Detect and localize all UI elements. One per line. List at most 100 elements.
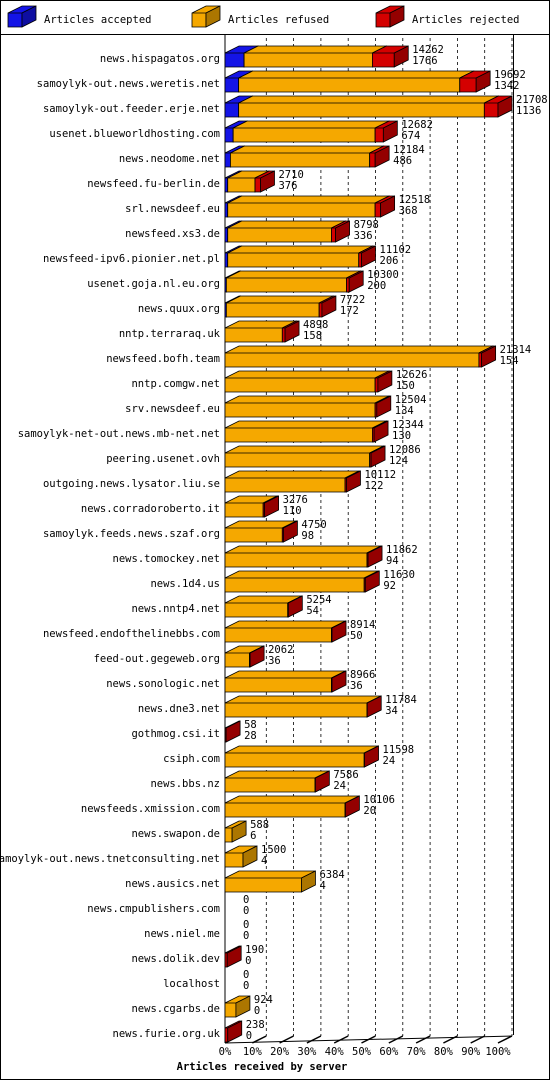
row-number: 34 [385, 705, 398, 717]
y-tick-label: srv.newsdeef.eu [125, 403, 220, 415]
x-tick [443, 1035, 458, 1044]
bar-segment-side [364, 745, 379, 768]
row-number: 20 [363, 805, 376, 817]
x-tick-label: 70% [407, 1046, 427, 1058]
row-number: 8798 [354, 219, 379, 231]
x-axis-title: Articles received by server [177, 1061, 348, 1073]
x-tick-label: 50% [352, 1046, 372, 1058]
row-number: 6 [250, 830, 256, 842]
bar-segment-side [260, 170, 275, 193]
row-number: 11862 [386, 544, 418, 556]
y-tick-label: csiph.com [163, 753, 220, 765]
bar-segment [224, 570, 379, 593]
row-number: 10106 [363, 794, 395, 806]
bar-segment-side [242, 845, 258, 868]
bar-segment [224, 370, 390, 393]
bar-segment [224, 745, 379, 768]
bar-segment [224, 695, 382, 718]
row-number: 6384 [319, 869, 344, 881]
row-number: 190 [245, 944, 264, 956]
x-tick [497, 1035, 513, 1044]
row-number: 12344 [392, 419, 424, 431]
bar-segment-side [377, 370, 393, 393]
row-number: 0 [246, 1030, 252, 1042]
y-tick-label: news.hispagatos.org [100, 53, 220, 65]
bar-segment [227, 195, 390, 218]
row-number: 11102 [380, 244, 412, 256]
row-number: 122 [364, 480, 383, 492]
bar-segment [224, 395, 390, 418]
bar-segment-side [497, 95, 513, 118]
x-tick-label: 80% [434, 1046, 454, 1058]
row-number: 54 [306, 605, 319, 617]
row-number: 36 [350, 680, 363, 692]
bar-segment [224, 670, 346, 693]
row-number: 486 [393, 155, 412, 167]
bar-segment-side [373, 420, 389, 443]
row-number: 674 [401, 130, 420, 142]
row-number: 0 [243, 919, 249, 931]
row-number: 36 [268, 655, 281, 667]
y-tick-label: newsfeed.xs3.de [125, 228, 220, 240]
x-tick-label: 90% [461, 1046, 481, 1058]
y-tick-label: news.neodome.net [119, 153, 220, 165]
row-number: 12504 [395, 394, 427, 406]
row-number: 1500 [261, 844, 286, 856]
row-number: 5254 [306, 594, 331, 606]
row-number: 924 [254, 994, 273, 1006]
row-number: 12184 [393, 144, 425, 156]
bar-segment [224, 470, 360, 493]
y-tick-label: usenet.blueworldhosting.com [49, 128, 220, 140]
row-number: 11784 [385, 694, 417, 706]
y-tick-label: news.swapon.de [131, 828, 220, 840]
y-tick-label: usenet.goja.nl.eu.org [87, 278, 220, 290]
bar-segment-side [366, 695, 382, 718]
bar-segment-side [226, 945, 242, 968]
y-tick-label: news.1d4.us [150, 578, 220, 590]
bar-segment-side [374, 145, 390, 168]
row-number: 10300 [367, 269, 399, 281]
y-tick-label: news.sonologic.net [106, 678, 220, 690]
x-tick-label: 30% [297, 1046, 317, 1058]
y-tick-label: samoylyk-out.feeder.erje.net [43, 103, 220, 115]
bar-segment-side [344, 795, 360, 818]
x-tick-label: 40% [325, 1046, 345, 1058]
bar-segment-side [335, 220, 350, 243]
bar-segment [224, 795, 360, 818]
row-number: 4750 [301, 519, 326, 531]
row-number: 130 [392, 430, 411, 442]
y-tick-label: news.ausics.net [125, 878, 220, 890]
bar-segment-side [380, 195, 396, 218]
row-number: 8966 [350, 669, 375, 681]
row-number: 4 [319, 880, 325, 892]
bar-segment [224, 445, 384, 468]
row-number: 24 [383, 755, 396, 767]
y-tick-label: samoylyk-out.news.tnetconsulting.net [0, 853, 220, 865]
y-tick-label: nntp.terraraq.uk [119, 328, 221, 340]
row-number: 28 [244, 730, 257, 742]
x-tick [361, 1035, 376, 1044]
bar-segment-side [249, 645, 265, 668]
y-tick-label: srl.newsdeef.eu [125, 203, 220, 215]
bar-segment [238, 95, 499, 118]
row-number: 4 [261, 855, 267, 867]
bar-segment-side [348, 270, 364, 293]
row-number: 11598 [383, 744, 415, 756]
row-number: 124 [389, 455, 408, 467]
y-tick-label: news.cmpublishers.com [87, 903, 220, 915]
row-number: 2710 [278, 169, 303, 181]
row-number: 206 [380, 255, 399, 267]
y-tick-label: peering.usenet.ovh [106, 453, 220, 465]
row-number: 0 [243, 969, 249, 981]
x-tick [333, 1035, 349, 1044]
y-tick-label: news.nntp4.net [131, 603, 220, 615]
y-tick-label: nntp.comgw.net [131, 378, 220, 390]
y-tick-label: news.quux.org [138, 303, 220, 315]
x-tick-label: 100% [485, 1046, 511, 1058]
bar-segment-side [361, 245, 376, 268]
row-number: 588 [250, 819, 269, 831]
bar-segment-side [481, 345, 497, 368]
row-number: 0 [243, 894, 249, 906]
bar-segment-side [287, 595, 303, 618]
